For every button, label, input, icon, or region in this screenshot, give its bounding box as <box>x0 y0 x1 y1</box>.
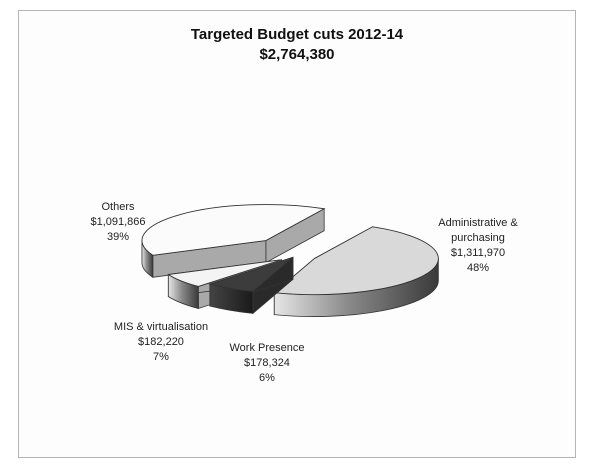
label-mis-percent: 7% <box>153 351 169 363</box>
label-others: Others $1,091,866 39% <box>76 200 160 245</box>
label-others-percent: 39% <box>106 231 130 243</box>
label-mis: MIS & virtualisation $182,220 7% <box>96 320 226 365</box>
chart-subtitle: $2,764,380 <box>259 46 335 63</box>
chart-title-block: Targeted Budget cuts 2012-14 $2,764,380 <box>19 25 575 65</box>
label-administrative-value: $1,311,970 <box>450 247 506 259</box>
pie-slice-administrative-top <box>273 226 439 296</box>
label-work-presence-name: Work Presence <box>229 342 305 354</box>
pie-slice-others-top <box>141 204 326 256</box>
chart-title: Targeted Budget cuts 2012-14 <box>190 26 404 43</box>
label-administrative-percent: 48% <box>466 262 490 274</box>
pie-slice-work-presence-top <box>208 256 294 292</box>
label-administrative-name: Administrative & purchasing <box>438 217 518 244</box>
label-work-presence: Work Presence $178,324 6% <box>212 341 322 386</box>
label-work-presence-value: $178,324 <box>244 357 290 369</box>
label-others-name: Others <box>101 201 135 213</box>
label-mis-value: $182,220 <box>138 336 184 348</box>
label-work-presence-percent: 6% <box>259 372 275 384</box>
pie-slice-mis-top <box>167 259 282 287</box>
label-administrative: Administrative & purchasing $1,311,970 4… <box>413 216 543 276</box>
label-others-value: $1,091,866 <box>90 216 146 228</box>
label-mis-name: MIS & virtualisation <box>113 321 209 333</box>
